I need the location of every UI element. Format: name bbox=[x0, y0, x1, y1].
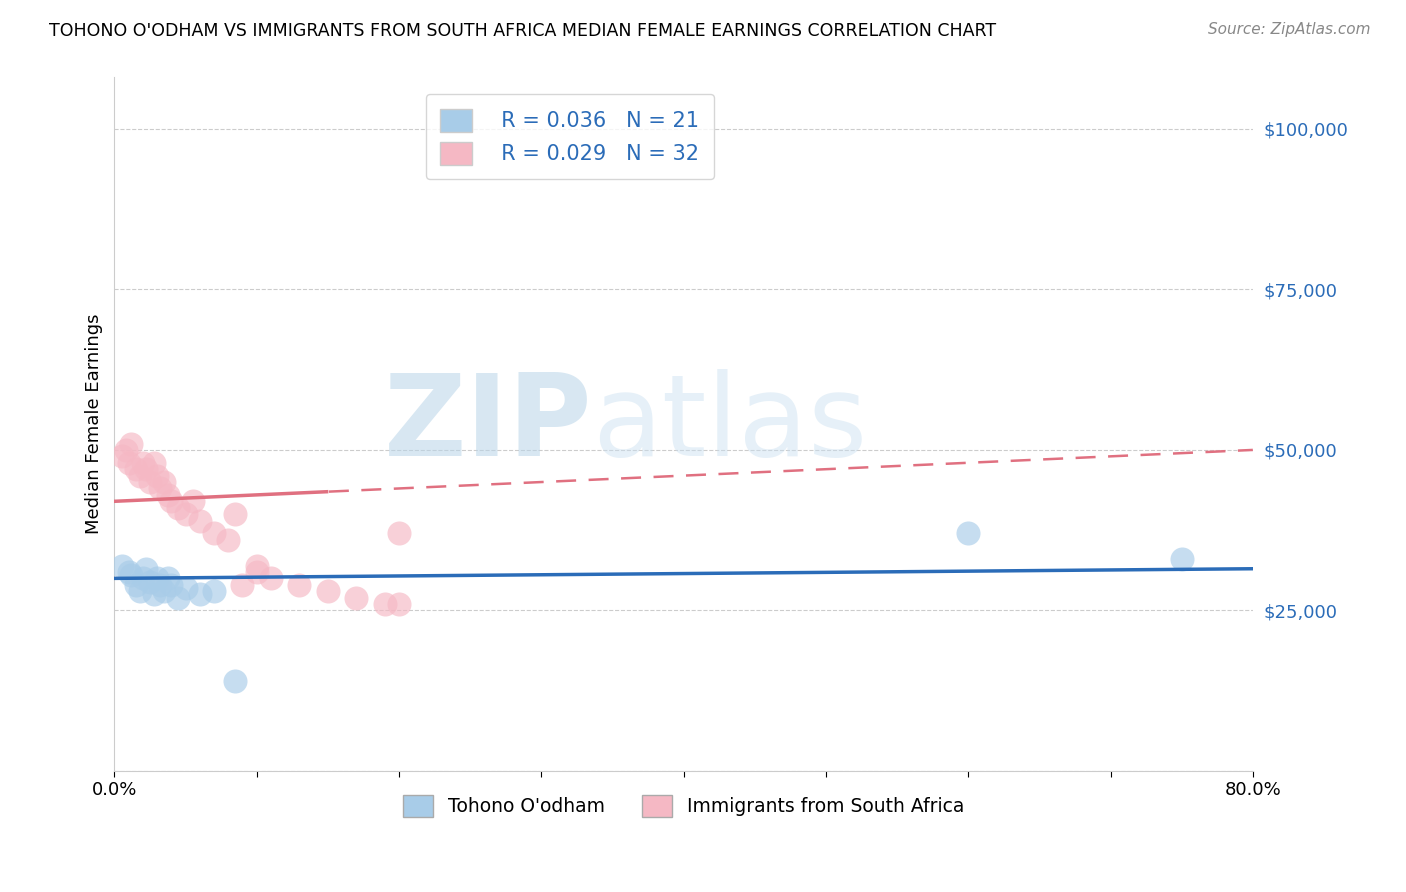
Point bbox=[132, 571, 155, 585]
Point bbox=[167, 591, 190, 605]
Point bbox=[110, 450, 132, 464]
Point bbox=[246, 558, 269, 573]
Point bbox=[153, 584, 176, 599]
Point bbox=[188, 587, 211, 601]
Point bbox=[288, 578, 311, 592]
Point bbox=[135, 562, 157, 576]
Point bbox=[149, 482, 172, 496]
Point bbox=[129, 468, 152, 483]
Point bbox=[146, 468, 169, 483]
Point bbox=[174, 581, 197, 595]
Point bbox=[160, 494, 183, 508]
Point bbox=[139, 475, 162, 489]
Point bbox=[388, 597, 411, 611]
Point bbox=[167, 500, 190, 515]
Text: ZIP: ZIP bbox=[384, 368, 592, 480]
Point bbox=[129, 584, 152, 599]
Point bbox=[202, 526, 225, 541]
Point bbox=[121, 568, 143, 582]
Point bbox=[125, 462, 148, 476]
Point bbox=[202, 584, 225, 599]
Point bbox=[157, 488, 180, 502]
Point bbox=[114, 442, 136, 457]
Point bbox=[1170, 552, 1192, 566]
Point bbox=[181, 494, 204, 508]
Text: Source: ZipAtlas.com: Source: ZipAtlas.com bbox=[1208, 22, 1371, 37]
Point bbox=[224, 674, 246, 689]
Point bbox=[117, 456, 139, 470]
Point bbox=[188, 514, 211, 528]
Point bbox=[316, 584, 339, 599]
Point bbox=[260, 571, 283, 585]
Y-axis label: Median Female Earnings: Median Female Earnings bbox=[86, 314, 103, 534]
Point bbox=[132, 456, 155, 470]
Point bbox=[149, 578, 172, 592]
Point bbox=[117, 565, 139, 579]
Point bbox=[388, 526, 411, 541]
Point bbox=[957, 526, 980, 541]
Point bbox=[160, 578, 183, 592]
Point bbox=[143, 456, 166, 470]
Point bbox=[157, 571, 180, 585]
Point bbox=[135, 462, 157, 476]
Point bbox=[246, 565, 269, 579]
Point bbox=[174, 507, 197, 521]
Legend: Tohono O'odham, Immigrants from South Africa: Tohono O'odham, Immigrants from South Af… bbox=[395, 788, 972, 824]
Point bbox=[121, 436, 143, 450]
Point bbox=[143, 587, 166, 601]
Text: TOHONO O'ODHAM VS IMMIGRANTS FROM SOUTH AFRICA MEDIAN FEMALE EARNINGS CORRELATIO: TOHONO O'ODHAM VS IMMIGRANTS FROM SOUTH … bbox=[49, 22, 997, 40]
Point bbox=[224, 507, 246, 521]
Point bbox=[125, 578, 148, 592]
Point bbox=[217, 533, 239, 547]
Point bbox=[146, 571, 169, 585]
Point bbox=[231, 578, 253, 592]
Point bbox=[153, 475, 176, 489]
Text: atlas: atlas bbox=[592, 368, 868, 480]
Point bbox=[344, 591, 367, 605]
Point bbox=[139, 574, 162, 589]
Point bbox=[374, 597, 396, 611]
Point bbox=[110, 558, 132, 573]
